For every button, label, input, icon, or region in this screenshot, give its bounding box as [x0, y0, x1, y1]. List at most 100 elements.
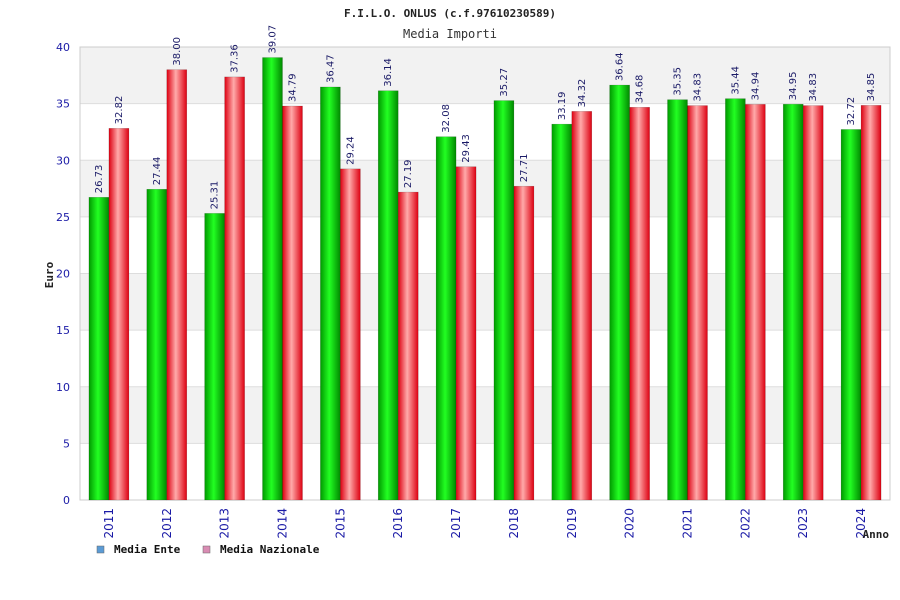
- bar-media-nazionale-2014: [282, 105, 303, 501]
- bar-media-ente-2012: [146, 188, 168, 501]
- bar-media-ente-2020: [609, 84, 630, 501]
- y-axis: 0 5 10 15 20 25 30 35 40: [56, 41, 70, 507]
- bar-media-nazionale-2012: [166, 69, 188, 501]
- legend-label-media-nazionale: Media Nazionale: [220, 543, 320, 556]
- grid-band: [80, 103, 890, 161]
- bar-media-nazionale-2013: [224, 76, 245, 501]
- legend: Media Ente Media Nazionale: [96, 543, 320, 556]
- data-label-media-nazionale-2018: 27.71: [519, 154, 530, 183]
- data-label-media-ente-2011: 26.73: [94, 165, 105, 194]
- legend-swatch-media-nazionale: [202, 545, 211, 554]
- bar-media-ente-2011: [88, 197, 110, 501]
- bar-media-ente-2021: [667, 99, 688, 501]
- data-label-media-ente-2017: 32.08: [441, 104, 452, 133]
- bar-media-nazionale-2024: [860, 105, 882, 501]
- grid-band: [80, 47, 890, 104]
- data-label-media-ente-2021: 35.35: [673, 67, 684, 96]
- y-tick-label: 30: [56, 154, 70, 167]
- y-tick-label: 5: [63, 437, 70, 450]
- data-label-media-nazionale-2021: 34.83: [693, 73, 704, 102]
- data-label-media-nazionale-2017: 29.43: [461, 134, 472, 163]
- bar-media-nazionale-2020: [629, 106, 650, 501]
- bar-media-nazionale-2015: [340, 168, 361, 501]
- data-label-media-nazionale-2024: 34.85: [866, 73, 877, 102]
- bar-media-ente-2023: [782, 103, 804, 501]
- bar-media-nazionale-2011: [108, 128, 130, 501]
- data-label-media-ente-2015: 36.47: [325, 54, 336, 83]
- data-label-media-nazionale-2020: 34.68: [635, 75, 646, 104]
- bar-media-ente-2022: [725, 98, 746, 501]
- data-label-media-ente-2023: 34.95: [788, 72, 799, 101]
- y-tick-label: 15: [56, 324, 70, 337]
- bar-media-ente-2024: [840, 129, 862, 501]
- x-axis-label: Anno: [863, 528, 890, 541]
- x-tick-label-2017: 2017: [449, 508, 463, 539]
- x-tick-label-2020: 2020: [623, 508, 637, 539]
- x-tick-label-2016: 2016: [391, 508, 405, 539]
- x-tick-label-2011: 2011: [102, 508, 116, 539]
- data-label-media-nazionale-2014: 34.79: [288, 73, 299, 102]
- data-label-media-ente-2020: 36.64: [615, 52, 626, 81]
- legend-label-media-ente: Media Ente: [114, 543, 181, 556]
- x-tick-label-2022: 2022: [738, 508, 752, 539]
- bar-media-nazionale-2016: [397, 191, 419, 501]
- data-label-media-ente-2024: 32.72: [846, 97, 857, 126]
- plot-border: [79, 46, 891, 501]
- bar-media-ente-2018: [493, 100, 515, 501]
- bar-media-nazionale-2023: [802, 105, 824, 501]
- y-tick-label: 40: [56, 41, 70, 54]
- data-label-media-ente-2013: 25.31: [210, 181, 221, 210]
- bar-media-nazionale-2018: [513, 185, 535, 501]
- bar-media-ente-2015: [320, 86, 341, 501]
- x-tick-label-2024: 2024: [854, 508, 868, 539]
- y-tick-label: 35: [56, 98, 70, 111]
- data-label-media-ente-2014: 39.07: [268, 25, 279, 54]
- data-label-media-ente-2016: 36.14: [383, 58, 394, 87]
- bar-media-nazionale-2019: [571, 111, 593, 501]
- x-tick-label-2012: 2012: [160, 508, 174, 539]
- chart-subtitle: Media Importi: [403, 27, 497, 41]
- x-tick-label-2023: 2023: [796, 508, 810, 539]
- data-label-media-nazionale-2012: 38.00: [172, 37, 183, 66]
- plot-area: [79, 46, 891, 501]
- x-tick-label-2015: 2015: [333, 508, 347, 539]
- y-tick-label: 20: [56, 268, 70, 281]
- grid-band: [80, 273, 890, 331]
- x-tick-label-2014: 2014: [276, 508, 290, 539]
- bar-media-ente-2019: [551, 123, 573, 501]
- data-label-media-ente-2012: 27.44: [152, 157, 163, 186]
- data-label-media-nazionale-2022: 34.94: [750, 72, 761, 101]
- data-label-media-nazionale-2015: 29.24: [345, 136, 356, 165]
- legend-swatch-media-ente: [96, 545, 105, 554]
- data-label-media-nazionale-2016: 27.19: [403, 159, 414, 188]
- y-axis-label: Euro: [43, 261, 56, 288]
- grid-band: [80, 216, 890, 274]
- y-tick-label: 25: [56, 211, 70, 224]
- bar-media-ente-2016: [377, 90, 399, 501]
- y-tick-label: 0: [63, 494, 70, 507]
- data-label-media-nazionale-2011: 32.82: [114, 96, 125, 125]
- grid-band: [80, 443, 890, 500]
- data-label-media-ente-2022: 35.44: [730, 66, 741, 95]
- data-label-media-ente-2019: 33.19: [557, 91, 568, 120]
- x-axis: 2011 2012 2013 2014 2015 2016 2017 2018 2019 2020…: [102, 508, 868, 539]
- bar-media-nazionale-2022: [745, 104, 766, 501]
- grid-band: [80, 386, 890, 444]
- x-tick-label-2018: 2018: [507, 508, 521, 539]
- x-tick-label-2013: 2013: [218, 508, 232, 539]
- data-label-media-nazionale-2019: 34.32: [577, 79, 588, 108]
- data-label-media-ente-2018: 35.27: [499, 68, 510, 97]
- bar-media-ente-2013: [204, 213, 225, 501]
- y-tick-label: 10: [56, 381, 70, 394]
- x-tick-label-2019: 2019: [565, 508, 579, 539]
- grid-band: [80, 330, 890, 387]
- data-label-media-nazionale-2023: 34.83: [808, 73, 819, 102]
- bar-media-ente-2014: [262, 57, 283, 501]
- data-label-media-nazionale-2013: 37.36: [230, 44, 241, 73]
- bar-media-nazionale-2017: [455, 166, 477, 501]
- bar-media-ente-2017: [435, 136, 457, 501]
- bars: 26.73 32.82 27.44 38.00 25.31 37.36 39.07 34.79…: [88, 25, 882, 501]
- bar-media-nazionale-2021: [687, 105, 708, 501]
- x-tick-label-2021: 2021: [681, 508, 695, 539]
